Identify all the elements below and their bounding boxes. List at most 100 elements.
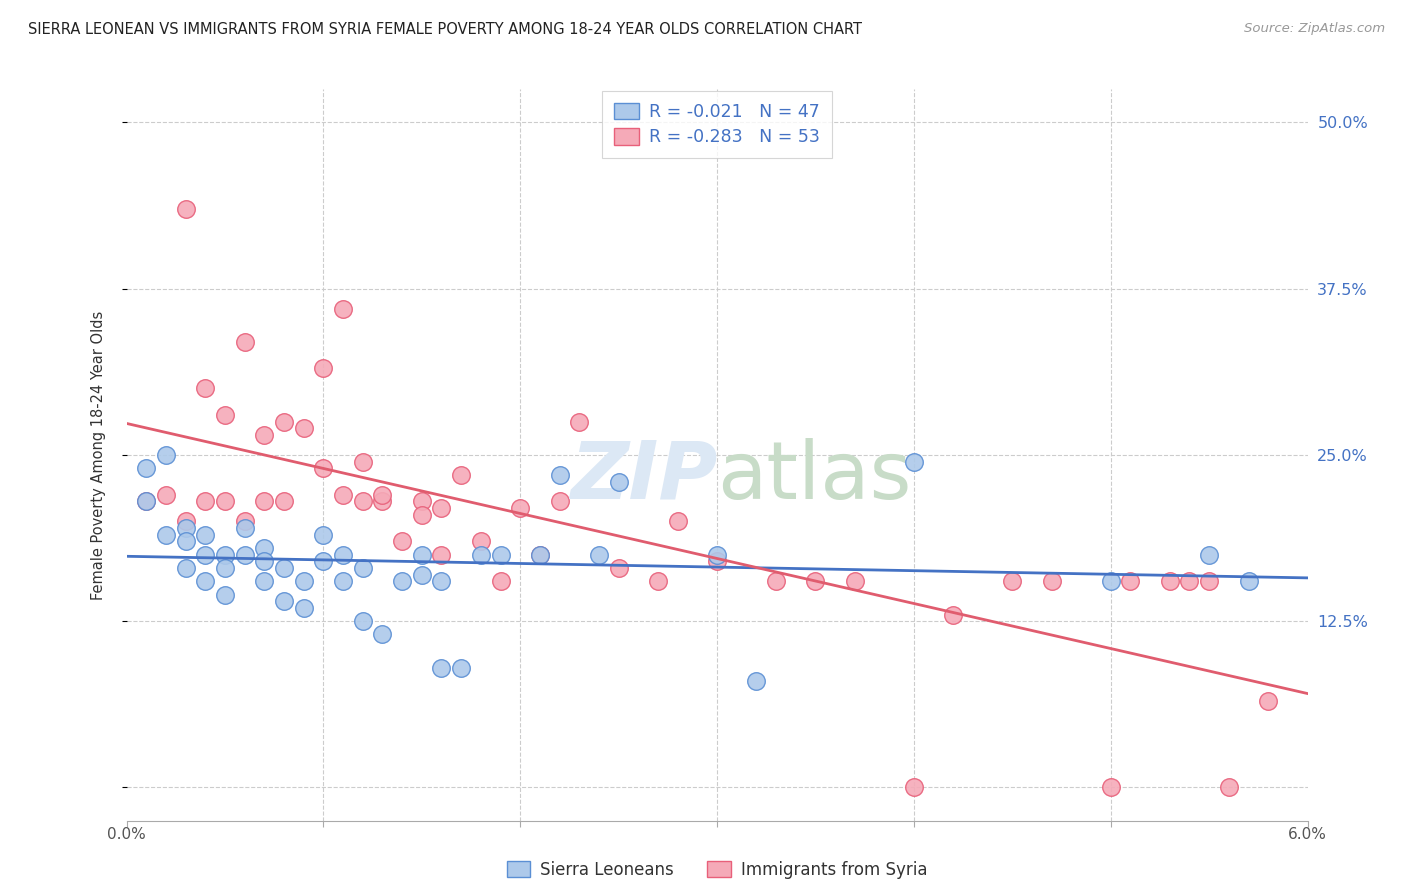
Point xyxy=(174,521,197,535)
Point xyxy=(706,548,728,562)
Point xyxy=(371,494,394,508)
Point xyxy=(529,548,551,562)
Point xyxy=(253,541,276,555)
Point xyxy=(174,515,197,529)
Point xyxy=(411,567,433,582)
Point xyxy=(135,461,157,475)
Point xyxy=(233,521,256,535)
Point xyxy=(470,534,492,549)
Point xyxy=(155,448,177,462)
Point xyxy=(332,574,354,589)
Text: 6.0%: 6.0% xyxy=(1288,827,1327,842)
Point xyxy=(194,548,217,562)
Point xyxy=(607,475,630,489)
Text: atlas: atlas xyxy=(717,438,911,516)
Text: ZIP: ZIP xyxy=(569,438,717,516)
Point xyxy=(588,548,610,562)
Point xyxy=(430,501,453,516)
Point xyxy=(312,527,335,541)
Point xyxy=(391,534,413,549)
Point xyxy=(214,548,236,562)
Point xyxy=(765,574,787,589)
Point xyxy=(135,494,157,508)
Point xyxy=(1159,574,1181,589)
Point xyxy=(371,488,394,502)
Point xyxy=(332,548,354,562)
Point xyxy=(1237,574,1260,589)
Point xyxy=(489,548,512,562)
Point xyxy=(233,334,256,349)
Point xyxy=(1099,780,1122,795)
Point xyxy=(312,554,335,568)
Legend: Sierra Leoneans, Immigrants from Syria: Sierra Leoneans, Immigrants from Syria xyxy=(501,855,934,886)
Point xyxy=(155,488,177,502)
Point xyxy=(1040,574,1063,589)
Point xyxy=(430,574,453,589)
Point xyxy=(312,461,335,475)
Point xyxy=(450,661,472,675)
Point xyxy=(509,501,531,516)
Point xyxy=(844,574,866,589)
Point xyxy=(1001,574,1024,589)
Point xyxy=(1099,574,1122,589)
Point xyxy=(292,574,315,589)
Point xyxy=(352,494,374,508)
Point xyxy=(332,301,354,316)
Point xyxy=(253,494,276,508)
Point xyxy=(174,534,197,549)
Point xyxy=(470,548,492,562)
Point xyxy=(804,574,827,589)
Point xyxy=(253,554,276,568)
Point xyxy=(352,454,374,468)
Text: Source: ZipAtlas.com: Source: ZipAtlas.com xyxy=(1244,22,1385,36)
Point xyxy=(194,494,217,508)
Point xyxy=(450,467,472,482)
Point xyxy=(1178,574,1201,589)
Point xyxy=(352,614,374,628)
Point xyxy=(292,600,315,615)
Point xyxy=(903,780,925,795)
Point xyxy=(273,594,295,608)
Point xyxy=(647,574,669,589)
Point xyxy=(745,673,768,688)
Text: SIERRA LEONEAN VS IMMIGRANTS FROM SYRIA FEMALE POVERTY AMONG 18-24 YEAR OLDS COR: SIERRA LEONEAN VS IMMIGRANTS FROM SYRIA … xyxy=(28,22,862,37)
Point xyxy=(135,494,157,508)
Point xyxy=(214,408,236,422)
Point xyxy=(411,548,433,562)
Point xyxy=(214,494,236,508)
Point xyxy=(529,548,551,562)
Point xyxy=(194,574,217,589)
Point xyxy=(411,508,433,522)
Point xyxy=(253,428,276,442)
Point xyxy=(568,415,591,429)
Point xyxy=(214,561,236,575)
Point xyxy=(233,548,256,562)
Point xyxy=(194,527,217,541)
Point xyxy=(273,561,295,575)
Point xyxy=(489,574,512,589)
Point xyxy=(332,488,354,502)
Point xyxy=(1218,780,1240,795)
Point xyxy=(666,515,689,529)
Point xyxy=(903,454,925,468)
Point xyxy=(1198,548,1220,562)
Point xyxy=(430,548,453,562)
Point xyxy=(352,561,374,575)
Point xyxy=(233,515,256,529)
Point xyxy=(273,415,295,429)
Point xyxy=(273,494,295,508)
Point xyxy=(1257,694,1279,708)
Point xyxy=(174,561,197,575)
Point xyxy=(607,561,630,575)
Point xyxy=(1198,574,1220,589)
Point xyxy=(1119,574,1142,589)
Point xyxy=(155,527,177,541)
Point xyxy=(312,361,335,376)
Point xyxy=(214,588,236,602)
Point xyxy=(292,421,315,435)
Point xyxy=(706,554,728,568)
Y-axis label: Female Poverty Among 18-24 Year Olds: Female Poverty Among 18-24 Year Olds xyxy=(91,310,105,599)
Point xyxy=(194,381,217,395)
Point xyxy=(174,202,197,216)
Point xyxy=(548,467,571,482)
